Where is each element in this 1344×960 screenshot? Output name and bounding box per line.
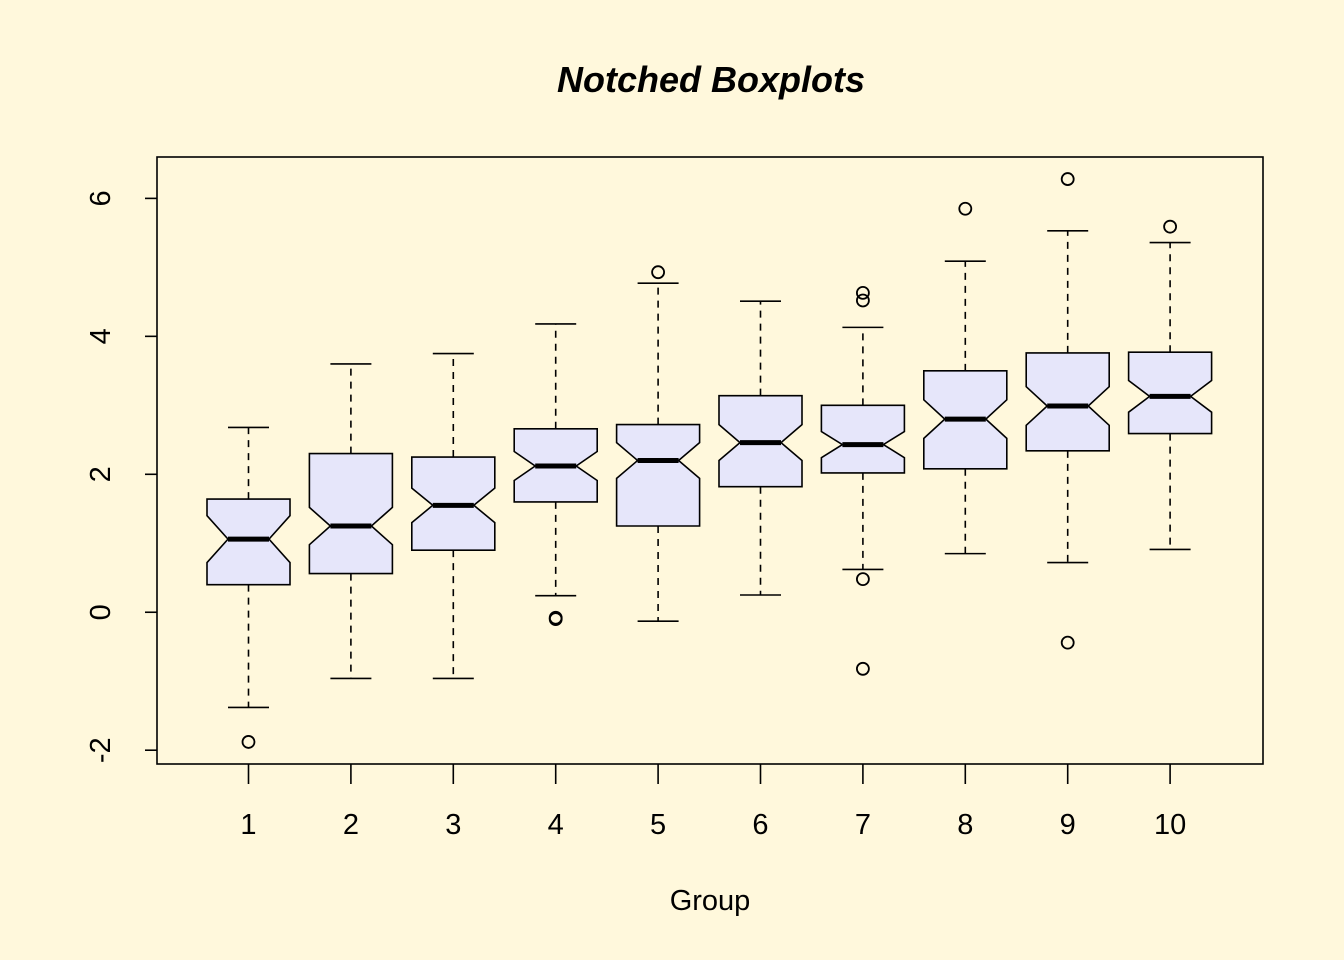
notched-box xyxy=(1127,351,1213,435)
box-group-4 xyxy=(513,323,599,627)
x-tick-label: 9 xyxy=(1060,809,1076,841)
x-tick-label: 10 xyxy=(1154,809,1186,841)
x-axis: 1 2 3 4 5 6 7 8 9 10 xyxy=(240,764,1186,841)
outlier-point xyxy=(1163,219,1177,234)
x-tick-label: 7 xyxy=(855,809,871,841)
box-group-10 xyxy=(1127,219,1213,551)
x-tick-label: 3 xyxy=(445,809,461,841)
outlier-point xyxy=(548,612,563,627)
box-group-3 xyxy=(410,352,496,680)
x-tick-label: 2 xyxy=(343,809,359,841)
box-group-7 xyxy=(820,285,906,676)
x-tick-label: 6 xyxy=(752,809,768,841)
x-tick-label: 4 xyxy=(548,809,564,841)
box-group-1 xyxy=(206,426,291,749)
box-group-9 xyxy=(1025,172,1110,650)
outlier-point xyxy=(856,293,870,308)
notched-box xyxy=(206,498,291,586)
y-tick-label: -2 xyxy=(85,737,117,763)
notched-box xyxy=(615,423,701,527)
box-group-2 xyxy=(308,363,394,680)
outlier-point xyxy=(241,735,256,749)
notched-box xyxy=(1025,352,1110,452)
outlier-point xyxy=(856,572,870,587)
outlier-point xyxy=(856,661,870,676)
outlier-point xyxy=(1060,172,1075,186)
box-group-6 xyxy=(718,300,803,596)
y-tick-label: 6 xyxy=(85,190,117,206)
box-group-8 xyxy=(922,201,1008,555)
plot-frame xyxy=(156,156,1264,765)
chart-title: Notched Boxplots xyxy=(557,59,865,100)
x-tick-label: 8 xyxy=(957,809,973,841)
box-group-5 xyxy=(615,265,701,623)
x-axis-label: Group xyxy=(670,885,751,917)
outlier-point xyxy=(958,201,973,216)
boxes xyxy=(206,172,1213,749)
y-tick-label: 4 xyxy=(85,328,117,344)
notched-box xyxy=(820,404,906,474)
x-tick-label: 1 xyxy=(240,809,256,841)
notched-box xyxy=(308,452,394,575)
x-tick-label: 5 xyxy=(650,809,666,841)
outlier-point xyxy=(651,265,665,280)
y-axis: -2 0 2 4 6 xyxy=(85,190,157,763)
y-tick-label: 0 xyxy=(85,604,117,620)
outlier-point xyxy=(856,285,870,300)
outlier-point xyxy=(1060,635,1075,650)
y-tick-label: 2 xyxy=(85,466,117,482)
